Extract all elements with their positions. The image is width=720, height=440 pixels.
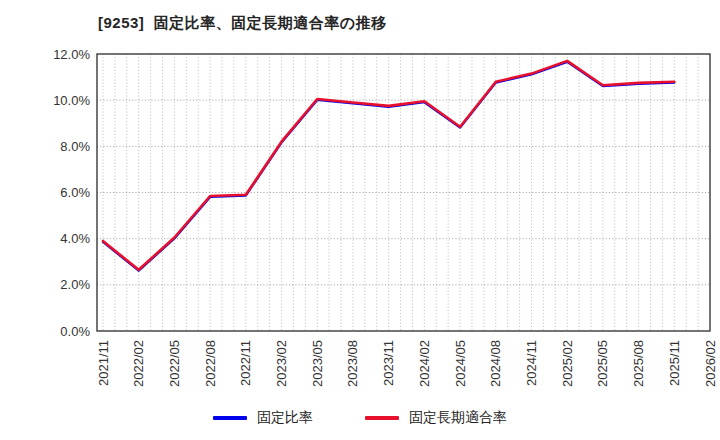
svg-text:0.0%: 0.0%	[60, 324, 90, 339]
legend-line-icon-fixed-longterm-ratio	[365, 416, 399, 420]
svg-text:2025/02: 2025/02	[560, 340, 575, 387]
legend-item-fixed-longterm-ratio: 固定長期適合率	[365, 409, 507, 427]
svg-text:2023/02: 2023/02	[274, 340, 289, 387]
svg-text:2021/11: 2021/11	[96, 340, 111, 386]
line-chart: 0.0% 2.0% 4.0% 6.0% 8.0% 10.0% 12.0% 2021/11 202…	[0, 0, 720, 440]
svg-text:6.0%: 6.0%	[60, 185, 90, 200]
svg-text:2025/08: 2025/08	[631, 340, 646, 387]
svg-text:2022/08: 2022/08	[203, 340, 218, 387]
svg-text:12.0%: 12.0%	[53, 47, 90, 62]
svg-text:2.0%: 2.0%	[60, 277, 90, 292]
svg-text:2022/11: 2022/11	[238, 340, 253, 386]
svg-text:2024/11: 2024/11	[524, 340, 539, 386]
svg-text:2022/02: 2022/02	[131, 340, 146, 387]
legend-label-fixed-ratio: 固定比率	[257, 409, 313, 427]
svg-text:10.0%: 10.0%	[53, 93, 90, 108]
svg-text:2022/05: 2022/05	[167, 340, 182, 387]
svg-text:2025/05: 2025/05	[595, 340, 610, 387]
legend: 固定比率 固定長期適合率	[0, 405, 720, 431]
svg-text:2023/08: 2023/08	[345, 340, 360, 387]
svg-text:2025/11: 2025/11	[667, 340, 682, 386]
chart-svg: 0.0% 2.0% 4.0% 6.0% 8.0% 10.0% 12.0% 2021/11 202…	[0, 0, 720, 440]
svg-text:2024/05: 2024/05	[453, 340, 468, 387]
svg-text:2024/02: 2024/02	[417, 340, 432, 387]
legend-item-fixed-ratio: 固定比率	[213, 409, 313, 427]
legend-label-fixed-longterm-ratio: 固定長期適合率	[409, 409, 507, 427]
svg-text:2023/05: 2023/05	[310, 340, 325, 387]
svg-text:2023/11: 2023/11	[381, 340, 396, 386]
svg-text:4.0%: 4.0%	[60, 231, 90, 246]
svg-text:2024/08: 2024/08	[488, 340, 503, 387]
svg-text:8.0%: 8.0%	[60, 139, 90, 154]
legend-line-icon-fixed-ratio	[213, 416, 247, 420]
svg-text:2026/02: 2026/02	[703, 340, 718, 387]
